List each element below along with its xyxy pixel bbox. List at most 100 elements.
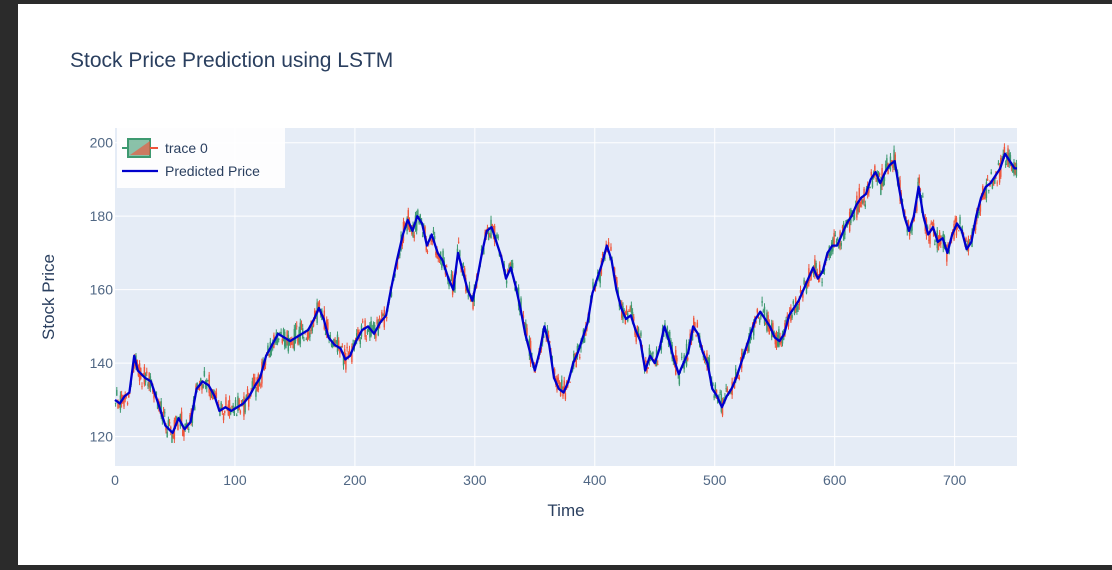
candle-body[interactable] xyxy=(511,262,514,269)
candle-body[interactable] xyxy=(926,226,929,230)
candle-body[interactable] xyxy=(454,280,456,290)
candle-body[interactable] xyxy=(768,323,771,335)
candle-body[interactable] xyxy=(209,392,212,398)
candle-body[interactable] xyxy=(435,251,437,256)
candle-body[interactable] xyxy=(633,316,635,321)
candle-body[interactable] xyxy=(335,340,338,344)
candle-body[interactable] xyxy=(171,434,173,443)
candle-body[interactable] xyxy=(215,392,218,399)
candle-body[interactable] xyxy=(365,338,368,340)
candle-body[interactable] xyxy=(893,149,895,167)
candle-body[interactable] xyxy=(786,315,789,318)
candle-body[interactable] xyxy=(880,180,882,195)
candle-body[interactable] xyxy=(983,191,985,200)
candle-body[interactable] xyxy=(948,249,950,254)
candle-body[interactable] xyxy=(318,302,321,306)
candle-body[interactable] xyxy=(558,381,561,388)
candle-body[interactable] xyxy=(372,323,375,332)
candle-body[interactable] xyxy=(834,235,837,237)
candle-body[interactable] xyxy=(1015,163,1018,177)
candle-body[interactable] xyxy=(694,322,696,330)
candle-body[interactable] xyxy=(433,236,436,240)
candle-body[interactable] xyxy=(279,332,281,334)
candle-body[interactable] xyxy=(852,214,854,218)
candle-body[interactable] xyxy=(299,322,302,344)
candle-body[interactable] xyxy=(208,374,210,394)
candle-body[interactable] xyxy=(287,334,290,352)
candle-body[interactable] xyxy=(814,259,816,275)
candle-body[interactable] xyxy=(480,249,483,251)
candle-body[interactable] xyxy=(563,380,565,391)
candle-body[interactable] xyxy=(996,182,998,184)
candle-body[interactable] xyxy=(306,330,309,340)
candle-body[interactable] xyxy=(543,335,545,338)
candle-body[interactable] xyxy=(184,423,186,428)
candle-body[interactable] xyxy=(505,280,508,284)
candle-body[interactable] xyxy=(459,250,461,257)
candle-body[interactable] xyxy=(1002,153,1004,158)
candle-body[interactable] xyxy=(340,346,342,348)
candle-body[interactable] xyxy=(882,177,884,187)
candle-body[interactable] xyxy=(375,333,377,339)
candle-body[interactable] xyxy=(775,333,778,348)
candle-body[interactable] xyxy=(994,177,996,184)
candle-body[interactable] xyxy=(417,210,419,216)
candle-body[interactable] xyxy=(124,395,126,400)
candle-body[interactable] xyxy=(487,231,490,240)
candle-body[interactable] xyxy=(507,269,509,273)
candle-body[interactable] xyxy=(442,250,444,265)
candle-body[interactable] xyxy=(243,396,245,417)
candle-body[interactable] xyxy=(579,356,581,359)
candle-body[interactable] xyxy=(721,401,724,416)
candle-body[interactable] xyxy=(561,379,563,390)
candle-body[interactable] xyxy=(965,237,967,242)
candle-body[interactable] xyxy=(236,414,238,416)
candle-body[interactable] xyxy=(394,273,396,277)
candle-body[interactable] xyxy=(928,239,930,241)
candle-body[interactable] xyxy=(985,182,988,198)
candle-body[interactable] xyxy=(185,423,188,426)
candle-body[interactable] xyxy=(601,254,604,256)
candle-body[interactable] xyxy=(390,292,393,297)
candle-body[interactable] xyxy=(462,265,465,268)
candle-body[interactable] xyxy=(180,411,183,426)
candle-body[interactable] xyxy=(248,395,250,407)
candle-body[interactable] xyxy=(805,284,808,294)
candle-body[interactable] xyxy=(491,224,493,226)
candle-body[interactable] xyxy=(260,384,262,386)
candle-body[interactable] xyxy=(303,339,305,341)
candle-body[interactable] xyxy=(918,177,920,184)
candle-body[interactable] xyxy=(919,189,922,191)
candle-body[interactable] xyxy=(347,352,350,359)
candle-body[interactable] xyxy=(708,358,711,372)
candle-body[interactable] xyxy=(381,311,383,320)
candle-body[interactable] xyxy=(547,334,550,339)
candle-body[interactable] xyxy=(990,172,992,174)
candle-body[interactable] xyxy=(702,356,705,358)
candle-body[interactable] xyxy=(657,364,659,366)
candle-body[interactable] xyxy=(681,356,683,358)
candle-body[interactable] xyxy=(431,240,433,242)
candle-body[interactable] xyxy=(297,337,299,344)
candle-body[interactable] xyxy=(242,399,244,403)
candle-body[interactable] xyxy=(128,392,130,398)
candle-body[interactable] xyxy=(467,295,469,297)
candle-body[interactable] xyxy=(413,234,415,238)
candle-body[interactable] xyxy=(793,310,796,315)
candle-body[interactable] xyxy=(240,400,243,403)
candle-body[interactable] xyxy=(660,346,663,350)
candle-body[interactable] xyxy=(916,200,918,211)
candle-body[interactable] xyxy=(327,322,329,330)
candle-body[interactable] xyxy=(399,252,401,256)
candle-body[interactable] xyxy=(290,340,292,346)
candle-body[interactable] xyxy=(796,305,798,313)
candle-body[interactable] xyxy=(468,285,471,294)
candle-body[interactable] xyxy=(312,320,315,327)
candle-body[interactable] xyxy=(136,359,138,366)
candle-body[interactable] xyxy=(892,161,894,169)
candle-body[interactable] xyxy=(848,212,851,232)
candle-body[interactable] xyxy=(792,301,795,304)
candle-body[interactable] xyxy=(715,389,718,397)
candle-body[interactable] xyxy=(222,416,225,421)
candle-body[interactable] xyxy=(946,248,948,262)
